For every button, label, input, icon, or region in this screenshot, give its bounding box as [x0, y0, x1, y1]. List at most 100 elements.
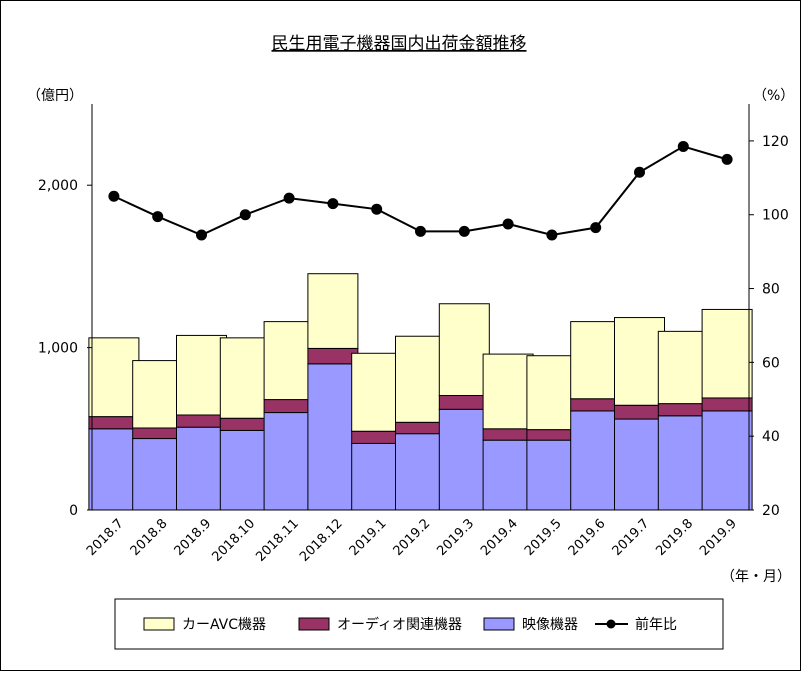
bar-audio-2019.4	[482, 428, 534, 441]
left-axis-unit-label: （億円）	[27, 88, 83, 104]
bar-audio-2018.11	[263, 399, 315, 414]
right-tick-label: 60	[762, 355, 780, 371]
yoy-point-2018.7	[108, 190, 120, 202]
bar-car-avc-2018.9	[176, 334, 227, 416]
bar-video-2018.10	[219, 429, 271, 511]
yoy-point-2019.9	[721, 153, 733, 165]
right-axis-unit-label: （%）	[753, 88, 794, 104]
bar-video-2018.9	[176, 426, 227, 511]
yoy-point-2018.9	[196, 229, 207, 241]
bar-audio-2019.1	[351, 430, 403, 444]
bar-car-avc-2019.9	[701, 308, 753, 399]
yoy-line-layer	[108, 140, 733, 241]
axes-layer: 0 1,000 2,000 20 40 60 80 100 120	[38, 104, 789, 519]
bar-car-avc-2018.12	[307, 273, 359, 349]
yoy-line	[113, 145, 728, 237]
right-tick-label: 40	[762, 429, 780, 445]
right-tick-label: 80	[762, 282, 780, 298]
x-tick-label: 2019.8	[653, 516, 696, 559]
bar-audio-2018.8	[132, 427, 184, 440]
chart-title: 民生用電子機器国内出荷金額推移	[272, 34, 527, 54]
bar-car-avc-2019.8	[657, 330, 709, 405]
bar-car-avc-2019.2	[395, 335, 446, 423]
yoy-point-2018.12	[327, 198, 339, 210]
x-tick-label: 2019.9	[697, 516, 740, 559]
bar-car-avc-2018.11	[263, 321, 315, 401]
bar-audio-2019.9	[701, 397, 753, 412]
bar-audio-2019.2	[395, 421, 446, 435]
right-tick-label: 120	[762, 134, 789, 150]
x-tick-label: 2018.9	[172, 516, 215, 559]
bar-audio-2019.6	[570, 398, 622, 412]
yoy-point-2018.8	[152, 211, 164, 223]
bar-video-2019.2	[395, 433, 446, 511]
x-tick-label: 2018.8	[128, 516, 171, 559]
bar-audio-2019.8	[657, 403, 709, 417]
legend-swatch	[298, 617, 330, 631]
bar-car-avc-2019.1	[351, 352, 403, 432]
yoy-point-2018.11	[283, 192, 295, 204]
bar-video-2018.11	[263, 412, 315, 511]
x-tick-label: 2019.1	[347, 516, 390, 559]
bar-car-avc-2019.4	[482, 353, 534, 430]
right-tick-label: 20	[762, 503, 780, 519]
legend: カーAVC機器 オーディオ関連機器 映像機器 前年比	[114, 598, 724, 650]
bar-car-avc-2018.8	[132, 360, 184, 429]
legend-swatch	[143, 617, 175, 631]
x-tick-label: 2019.7	[610, 516, 653, 559]
x-tick-label: 2019.3	[434, 516, 477, 559]
bar-video-2019.6	[570, 410, 622, 511]
bar-car-avc-2019.3	[438, 303, 490, 397]
legend-line-marker	[606, 619, 616, 629]
yoy-point-2019.5	[546, 229, 558, 241]
bar-audio-2018.7	[88, 416, 140, 430]
bar-car-avc-2019.5	[526, 355, 578, 431]
bar-audio-2018.9	[176, 414, 227, 428]
left-tick-label: 1,000	[38, 341, 78, 357]
bar-video-2018.7	[88, 428, 140, 511]
yoy-point-2019.3	[458, 225, 470, 237]
yoy-point-2019.6	[590, 222, 602, 234]
bar-video-2018.8	[132, 438, 184, 511]
yoy-point-2019.4	[502, 218, 514, 230]
yoy-point-2019.1	[371, 203, 383, 215]
bar-video-2019.8	[657, 415, 709, 511]
bar-video-2019.5	[526, 439, 578, 511]
yoy-point-2019.2	[415, 225, 426, 237]
legend-label: オーディオ関連機器	[337, 616, 462, 633]
bar-audio-2019.3	[438, 395, 490, 410]
x-tick-label: 2018.7	[84, 516, 127, 559]
left-tick-label: 2,000	[38, 178, 78, 194]
bar-audio-2018.12	[307, 347, 359, 365]
bar-layer	[88, 273, 753, 511]
left-tick-label: 0	[69, 503, 78, 519]
x-tick-label: 2018.12	[297, 516, 346, 565]
bar-car-avc-2019.7	[614, 317, 665, 406]
bar-audio-2019.5	[526, 429, 578, 441]
bar-car-avc-2019.6	[570, 321, 622, 400]
right-tick-label: 100	[762, 208, 789, 224]
x-tick-label: 2019.4	[478, 516, 521, 559]
yoy-point-2019.7	[634, 166, 645, 178]
bar-audio-2019.7	[614, 404, 665, 420]
bar-video-2019.3	[438, 408, 490, 511]
bar-video-2019.4	[482, 439, 534, 511]
x-tick-label: 2019.6	[566, 516, 609, 559]
bar-video-2019.9	[701, 410, 753, 511]
x-tick-label: 2018.10	[210, 516, 259, 565]
legend-label: 映像機器	[522, 617, 578, 633]
bar-car-avc-2018.7	[88, 337, 140, 418]
yoy-point-2018.10	[239, 209, 251, 221]
bar-video-2019.1	[351, 442, 403, 511]
legend-swatch	[483, 617, 515, 631]
legend-label: カーAVC機器	[182, 617, 266, 633]
x-tick-label: 2019.2	[391, 516, 434, 559]
legend-label: 前年比	[635, 616, 677, 633]
bar-video-2019.7	[614, 418, 665, 511]
bar-audio-2018.10	[219, 417, 271, 431]
bar-video-2018.12	[307, 363, 359, 511]
x-tick-label: 2019.5	[522, 516, 565, 559]
